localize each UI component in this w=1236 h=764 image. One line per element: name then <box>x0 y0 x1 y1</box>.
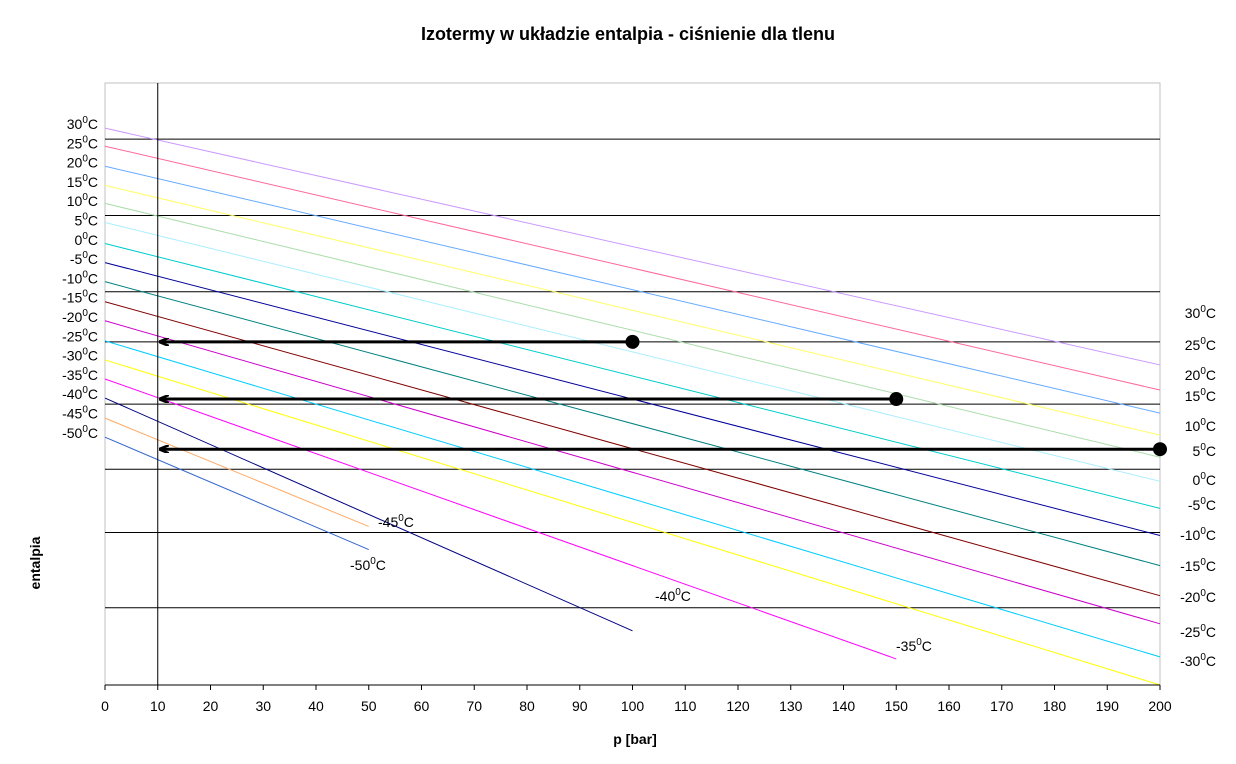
isotherm-line-0 <box>104 127 1161 366</box>
x-tick-label-15: 150 <box>885 698 909 714</box>
x-tick-label-14: 140 <box>832 698 856 714</box>
x-tick-label-3: 30 <box>255 698 271 714</box>
x-tick-label-0: 0 <box>101 698 109 714</box>
inline-isotherm-label-1: -500C <box>350 556 386 573</box>
inline-isotherm-label-3: -350C <box>896 637 932 654</box>
isotherm-line-13 <box>104 378 897 660</box>
left-isotherm-label-7: -50C <box>70 250 98 267</box>
x-tick-label-10: 100 <box>621 698 645 714</box>
right-isotherm-label-1: 250C <box>1185 336 1216 353</box>
left-isotherm-label-13: -350C <box>62 366 98 383</box>
left-isotherm-label-14: -400C <box>62 385 98 402</box>
right-isotherm-label-10: -200C <box>1180 588 1216 605</box>
x-tick-label-18: 180 <box>1043 698 1067 714</box>
left-isotherm-label-5: 50C <box>75 212 98 229</box>
right-isotherm-label-11: -250C <box>1180 623 1216 640</box>
plot-area <box>104 82 1161 686</box>
x-axis-title: p [bar] <box>613 731 657 747</box>
right-isotherm-label-12: -300C <box>1180 652 1216 669</box>
left-isotherm-label-16: -500C <box>62 424 98 441</box>
right-isotherm-label-4: 100C <box>1185 417 1216 434</box>
inline-isotherm-label-0: -450C <box>378 513 414 530</box>
arrow-start-dot-1 <box>889 392 904 407</box>
left-isotherm-label-1: 250C <box>67 134 98 151</box>
left-isotherm-label-4: 100C <box>67 192 98 209</box>
left-isotherm-label-12: -300C <box>62 347 98 364</box>
x-tick-label-1: 10 <box>150 698 166 714</box>
isotherm-line-1 <box>104 145 1161 391</box>
right-isotherm-label-9: -150C <box>1180 557 1216 574</box>
right-isotherm-label-8: -100C <box>1180 526 1216 543</box>
x-tick-label-6: 60 <box>414 698 430 714</box>
arrow-start-dot-2 <box>1153 442 1167 457</box>
x-tick-label-7: 70 <box>466 698 482 714</box>
isotherm-line-14 <box>104 397 633 632</box>
right-isotherm-label-0: 300C <box>1185 304 1216 321</box>
x-tick-label-12: 120 <box>726 698 750 714</box>
left-isotherm-label-0: 300C <box>67 115 98 132</box>
chart-title: Izotermy w układzie entalpia - ciśnienie… <box>420 24 836 44</box>
right-isotherm-label-6: 00C <box>1193 471 1216 488</box>
left-isotherm-label-2: 200C <box>67 154 98 171</box>
isotherm-line-15 <box>104 417 369 527</box>
left-isotherm-label-9: -150C <box>62 289 98 306</box>
isotherm-line-4 <box>104 202 1161 458</box>
x-tick-label-4: 40 <box>308 698 324 714</box>
right-isotherm-label-5: 50C <box>1193 442 1216 459</box>
isotherm-line-2 <box>104 165 1161 414</box>
x-tick-label-9: 90 <box>572 698 588 714</box>
isotherm-line-5 <box>104 221 1161 482</box>
left-isotherm-label-10: -200C <box>62 308 98 325</box>
x-tick-label-5: 50 <box>361 698 377 714</box>
left-isotherm-label-6: 00C <box>75 231 98 248</box>
left-isotherm-label-3: 150C <box>67 173 98 190</box>
x-tick-label-13: 130 <box>779 698 803 714</box>
x-tick-label-11: 110 <box>674 698 697 714</box>
isotherm-line-11 <box>104 340 1161 658</box>
x-tick-label-16: 160 <box>937 698 961 714</box>
arrow-start-dot-0 <box>625 334 640 349</box>
right-isotherm-label-2: 200C <box>1185 366 1216 383</box>
x-tick-label-2: 20 <box>203 698 219 714</box>
left-isotherm-label-8: -100C <box>62 269 98 286</box>
left-isotherm-label-11: -250C <box>62 327 98 344</box>
x-tick-label-17: 170 <box>990 698 1014 714</box>
isotherm-line-3 <box>104 184 1161 436</box>
isotherm-line-12 <box>104 359 1161 686</box>
left-isotherm-label-15: -450C <box>62 405 98 422</box>
x-tick-label-8: 80 <box>519 698 535 714</box>
isotherm-line-6 <box>104 243 1161 509</box>
x-tick-label-19: 190 <box>1096 698 1120 714</box>
x-tick-label-20: 200 <box>1148 698 1172 714</box>
isotherm-line-10 <box>104 320 1161 625</box>
right-isotherm-label-3: 150C <box>1185 387 1216 404</box>
inline-isotherm-label-2: -400C <box>655 587 691 604</box>
right-isotherm-label-7: -50C <box>1188 496 1216 513</box>
isotherm-line-8 <box>104 281 1161 567</box>
isotherm-line-16 <box>104 436 369 551</box>
